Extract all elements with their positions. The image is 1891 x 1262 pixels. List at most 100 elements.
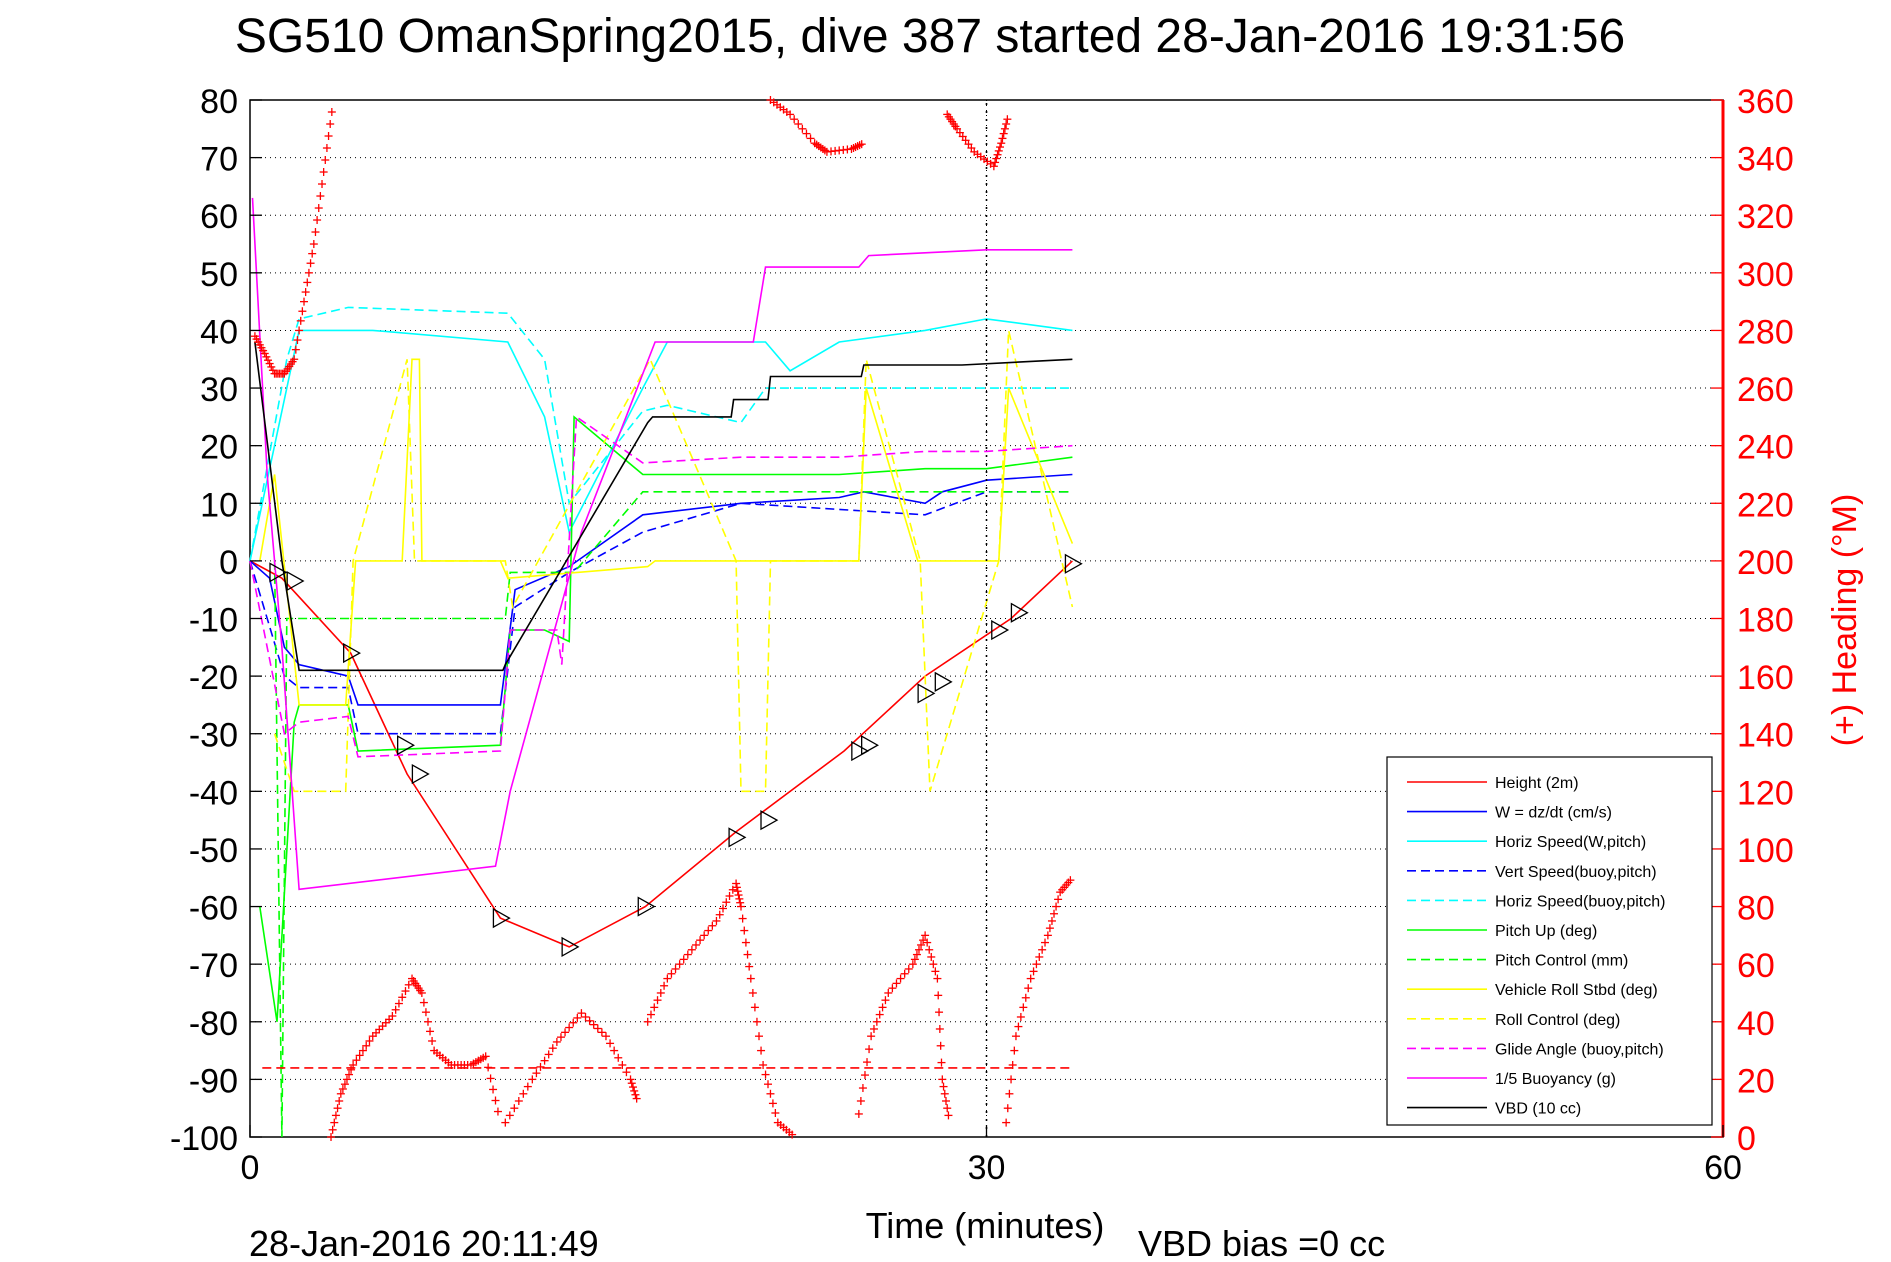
heading-point	[896, 974, 905, 983]
heading-point	[335, 1096, 344, 1105]
heading-point	[565, 1023, 574, 1032]
heading-point	[1021, 993, 1030, 1002]
heading-point	[491, 1096, 500, 1105]
heading-point	[601, 1032, 610, 1041]
left-tick-label: -70	[189, 947, 238, 985]
heading-point	[921, 931, 930, 940]
heading-point	[308, 249, 317, 258]
heading-point	[732, 879, 741, 888]
series-line-vehicle-roll-stbd-deg	[259, 358, 1074, 706]
left-tick-label: 70	[200, 141, 238, 179]
heading-point	[391, 1005, 400, 1014]
heading-point	[426, 1027, 435, 1036]
legend-label: Vert Speed(buoy,pitch)	[1495, 864, 1657, 881]
x-axis: 0 30 60	[241, 1125, 1742, 1187]
heading-point	[750, 1003, 759, 1012]
heading-point	[935, 1024, 944, 1033]
heading-point	[869, 1024, 878, 1033]
height-marker	[1010, 602, 1029, 623]
heading-point	[290, 355, 299, 364]
heading-point	[355, 1051, 364, 1060]
right-axis: 3603403203002802602402202001801601401201…	[1711, 83, 1794, 1158]
heading-point	[745, 962, 754, 971]
series-line-horiz-speed-buoy-pitch	[249, 306, 1073, 562]
heading-point	[303, 278, 312, 287]
heading-point	[328, 1125, 337, 1134]
left-tick-label: 30	[200, 371, 238, 409]
heading-point	[865, 1045, 874, 1054]
legend-label: VBD (10 cc)	[1495, 1101, 1581, 1118]
right-tick-label: 60	[1737, 947, 1775, 985]
height-marker	[991, 619, 1010, 641]
heading-point	[296, 316, 305, 325]
heading-point	[1007, 1075, 1016, 1084]
heading-point	[863, 1058, 872, 1067]
heading-point	[552, 1037, 561, 1046]
heading-point	[1000, 124, 1009, 133]
heading-point	[752, 1017, 761, 1026]
heading-point	[759, 1060, 768, 1069]
left-tick-label: 60	[200, 198, 238, 236]
heading-point	[934, 991, 943, 1000]
heading-point	[858, 1084, 867, 1093]
heading-point	[349, 1060, 358, 1069]
heading-point	[944, 1111, 953, 1120]
heading-point	[683, 950, 692, 959]
height-marker	[760, 810, 779, 831]
heading-point	[881, 996, 890, 1005]
heading-point	[326, 120, 335, 129]
heading-point	[309, 240, 318, 249]
heading-point	[940, 1089, 949, 1098]
heading-point	[715, 910, 724, 919]
heading-point	[1003, 1104, 1012, 1113]
heading-point	[935, 1008, 944, 1017]
heading-point	[622, 1068, 631, 1077]
right-tick-label: 300	[1737, 256, 1794, 294]
heading-point	[646, 1010, 655, 1019]
heading-point	[660, 981, 669, 990]
heading-point	[794, 120, 803, 129]
left-tick-label: 80	[200, 83, 238, 121]
height-marker	[1064, 553, 1083, 574]
left-tick-label: -80	[189, 1005, 238, 1043]
heading-point	[1054, 895, 1063, 904]
x-tick-label: 0	[241, 1149, 260, 1187]
heading-point	[322, 144, 331, 153]
heading-point	[914, 945, 923, 954]
x-axis-label: Time (minutes)	[866, 1205, 1105, 1246]
heading-point	[610, 1046, 619, 1055]
heading-point	[735, 894, 744, 903]
heading-point	[733, 887, 742, 896]
heading-point	[919, 936, 928, 945]
heading-point	[857, 140, 866, 149]
heading-point	[884, 988, 893, 997]
heading-point	[321, 156, 330, 165]
heading-point	[1047, 916, 1056, 925]
heading-point	[319, 168, 328, 177]
heading-point	[419, 998, 428, 1007]
heading-point	[737, 902, 745, 911]
right-tick-label: 240	[1737, 429, 1794, 467]
height-marker	[851, 740, 870, 762]
heading-point	[788, 1130, 797, 1139]
heading-point	[725, 891, 734, 900]
heading-point	[618, 1060, 627, 1069]
heading-point	[768, 1099, 777, 1108]
heading-point	[481, 1052, 490, 1061]
heading-point	[653, 996, 662, 1005]
heading-point	[917, 940, 926, 949]
heading-point	[910, 955, 919, 964]
left-tick-label: 40	[200, 313, 238, 351]
heading-point	[712, 916, 721, 925]
height-marker	[269, 562, 288, 583]
heading-point	[1041, 938, 1050, 947]
heading-point	[298, 307, 307, 316]
heading-point	[925, 945, 934, 954]
heading-point	[347, 1065, 356, 1074]
heading-point	[388, 1012, 397, 1021]
heading-point	[741, 938, 750, 947]
heading-point	[314, 204, 323, 213]
heading-point	[766, 1089, 775, 1098]
heading-point	[523, 1082, 532, 1091]
marker-layer	[250, 96, 1083, 1141]
